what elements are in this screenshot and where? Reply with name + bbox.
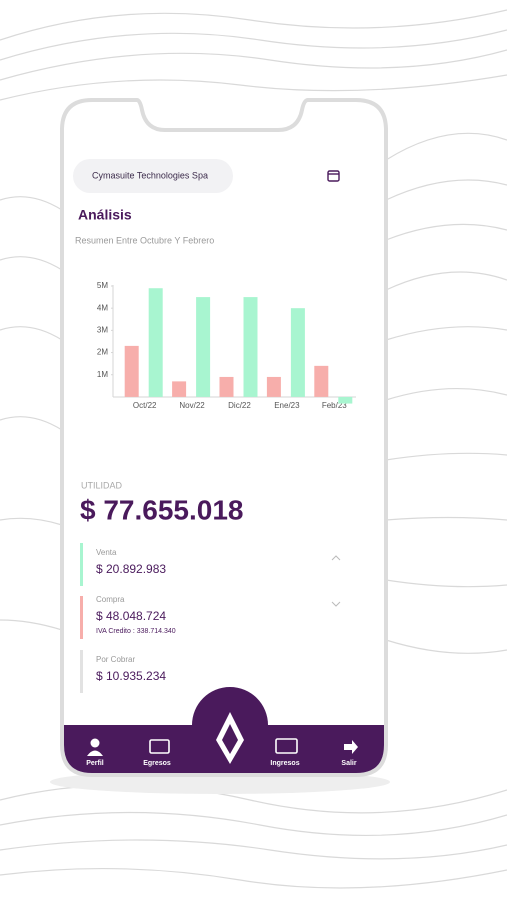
bar: [314, 365, 329, 397]
salir-icon[interactable]: [344, 740, 358, 754]
venta-marker: [80, 543, 83, 586]
y-tick-label: 1M: [97, 370, 108, 379]
calendar-icon[interactable]: [327, 170, 340, 182]
company-pill[interactable]: [73, 159, 233, 193]
bar-chart: 1M 2M 3M 4M 5M Oct/22 Nov/22 Dic/22 Ene/23 Feb/23: [97, 281, 353, 410]
collapse-chevron[interactable]: [331, 555, 341, 561]
section-subtitle: Resumen Entre Octubre Y Febrero: [75, 235, 214, 245]
nav-label[interactable]: Salir: [341, 760, 356, 767]
item-note: IVA Credito : 338.714.340: [96, 628, 176, 635]
x-tick-label: Feb/23: [322, 401, 347, 410]
y-tick-label: 2M: [97, 348, 108, 357]
perfil-icon[interactable]: [90, 738, 100, 748]
item-amount: $ 20.892.983: [96, 562, 166, 576]
bar: [243, 297, 258, 397]
bar: [290, 308, 305, 397]
summary-label: UTILIDAD: [81, 480, 123, 490]
ingresos-icon[interactable]: [275, 738, 298, 754]
company-name: Cymasuite Technologies Spa: [92, 170, 208, 180]
nav-icons: [87, 738, 358, 757]
nav-label[interactable]: Ingresos: [270, 760, 299, 767]
item-amount: $ 10.935.234: [96, 669, 166, 683]
item-label: Compra: [96, 595, 125, 604]
bar: [219, 376, 234, 397]
summary-amount: $ 77.655.018: [80, 494, 244, 525]
bar: [124, 345, 139, 397]
phone-frame: [60, 98, 388, 777]
x-tick-label: Oct/22: [133, 401, 157, 410]
nav-label[interactable]: Perfil: [86, 760, 104, 767]
bar: [338, 396, 353, 404]
bar: [148, 288, 163, 397]
y-tick-label: 4M: [97, 303, 108, 312]
egresos-icon[interactable]: [149, 739, 170, 754]
item-label: Venta: [96, 548, 117, 557]
expand-chevron[interactable]: [331, 601, 341, 607]
cobrar-marker: [80, 650, 83, 693]
perfil-icon-body[interactable]: [87, 750, 103, 757]
y-tick-label: 5M: [97, 281, 108, 290]
item-label: Por Cobrar: [96, 655, 135, 664]
item-amount: $ 48.048.724: [96, 609, 166, 623]
bar: [266, 376, 281, 397]
section-title: Análisis: [78, 207, 132, 223]
x-tick-label: Dic/22: [228, 401, 251, 410]
compra-marker: [80, 596, 83, 639]
x-tick-label: Ene/23: [274, 401, 300, 410]
bar: [196, 297, 211, 397]
home-logo[interactable]: [216, 712, 244, 764]
bar: [172, 381, 187, 397]
y-tick-label: 3M: [97, 325, 108, 334]
nav-label[interactable]: Egresos: [143, 760, 171, 767]
x-tick-label: Nov/22: [179, 401, 205, 410]
